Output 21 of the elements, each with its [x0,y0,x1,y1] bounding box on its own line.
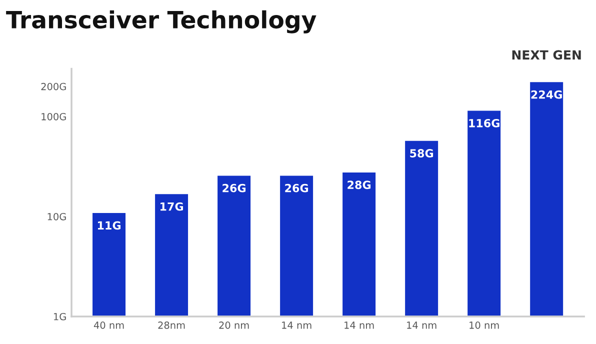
data-label: 26G [222,184,246,192]
x-tick-label: 40 nm [94,322,124,329]
x-tick-label: 10 nm [470,322,499,329]
annotation: NEXT GEN [512,50,581,60]
x-tick-label: 14 nm [282,322,312,329]
y-tick-label: 10G [48,212,66,220]
data-label: 58G [410,149,434,158]
data-label: 116G [469,118,500,128]
x-tick-label: 20 nm [219,322,249,329]
data-label: 224G [531,90,562,99]
data-label: 11G [98,221,120,230]
data-label: 28G [348,180,371,190]
x-tick-label: 28nm [158,322,185,329]
x-tick-label: 14 nm [407,322,436,329]
data-label: 26G [285,184,308,192]
y-tick-label: 200G [41,82,66,90]
y-tick-label: 100G [42,112,66,120]
chart-title: Transceiver Technology [6,10,316,34]
x-tick-label: 14 nm [344,322,374,329]
data-label: 17G [160,202,184,211]
y-tick-label: 1G [54,312,66,320]
